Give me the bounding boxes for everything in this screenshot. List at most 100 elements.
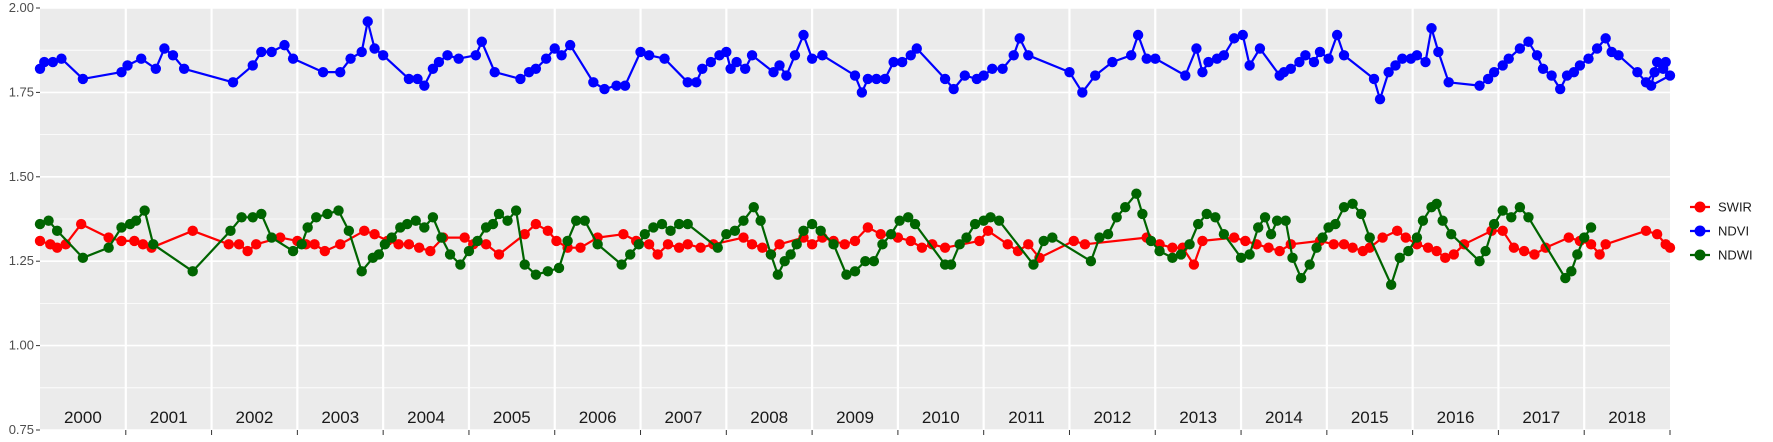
data-point-ndvi: [862, 73, 874, 85]
data-point-swir: [413, 242, 425, 253]
data-point-ndvi: [150, 63, 162, 74]
data-point-ndwi: [373, 249, 385, 260]
data-point-ndvi: [470, 50, 482, 61]
data-point-swir: [1431, 245, 1442, 257]
data-point-swir: [319, 245, 331, 257]
data-point-ndvi: [1368, 73, 1380, 85]
data-point-ndvi: [911, 43, 922, 54]
data-point-ndvi: [1426, 23, 1437, 34]
data-point-ndwi: [1175, 249, 1187, 260]
year-label: 2010: [922, 408, 960, 427]
data-point-ndvi: [856, 87, 868, 98]
data-point-swir: [542, 225, 554, 237]
data-point-swir: [335, 239, 346, 250]
data-point-ndwi: [1437, 215, 1448, 226]
data-point-ndvi: [39, 56, 50, 68]
x-axis: [125, 430, 1671, 435]
data-point-ndvi: [1218, 50, 1230, 61]
year-label: 2006: [579, 408, 617, 427]
data-point-swir: [1079, 239, 1091, 250]
data-point-ndvi: [56, 53, 67, 64]
data-point-ndwi: [296, 239, 307, 250]
y-tick-label: 2.00: [9, 0, 34, 15]
data-point-ndvi: [1503, 53, 1514, 64]
data-point-ndvi: [515, 73, 526, 85]
data-point-ndvi: [335, 66, 346, 78]
data-point-ndwi: [130, 215, 142, 226]
data-point-ndvi: [725, 63, 736, 74]
data-point-ndwi: [1411, 232, 1423, 243]
series-layer: [34, 16, 1676, 291]
data-point-swir: [116, 235, 127, 247]
y-tick-label: 1.50: [9, 169, 34, 184]
data-point-ndvi: [1077, 87, 1088, 98]
data-point-ndvi: [1331, 29, 1343, 41]
data-point-ndvi: [978, 70, 989, 81]
data-point-ndvi: [746, 50, 758, 61]
data-point-ndwi: [665, 225, 676, 237]
data-point-ndvi: [256, 46, 267, 58]
data-point-ndwi: [1311, 242, 1322, 253]
data-point-swir: [1400, 232, 1411, 243]
legend-label-ndvi: NDVI: [1718, 224, 1749, 239]
data-point-ndvi: [1203, 56, 1214, 68]
data-point-ndwi: [1028, 259, 1039, 270]
data-point-ndwi: [103, 242, 114, 253]
data-point-ndwi: [187, 266, 198, 277]
year-label: 2004: [407, 408, 445, 427]
data-point-ndwi: [1488, 218, 1500, 230]
data-point-ndvi: [377, 50, 389, 61]
data-point-ndwi: [1218, 228, 1230, 240]
data-point-swir: [1188, 259, 1200, 270]
data-point-swir: [757, 242, 768, 253]
data-point-swir: [1563, 232, 1574, 243]
data-point-swir: [982, 225, 994, 237]
year-label: 2003: [321, 408, 359, 427]
data-point-ndwi: [828, 239, 839, 250]
data-point-ndvi: [178, 63, 190, 74]
data-point-ndvi: [412, 73, 423, 85]
data-point-swir: [359, 225, 370, 237]
data-point-ndwi: [1244, 249, 1255, 260]
year-label: 2000: [64, 408, 102, 427]
y-tick-label: 1.25: [9, 253, 34, 268]
data-point-ndwi: [436, 232, 447, 243]
data-point-ndwi: [815, 225, 826, 237]
data-point-swir: [575, 242, 586, 253]
data-point-ndwi: [738, 215, 749, 226]
data-point-ndwi: [1280, 215, 1291, 226]
data-point-ndwi: [625, 249, 636, 260]
data-point-ndvi: [997, 63, 1008, 74]
data-point-swir: [393, 239, 404, 250]
data-point-swir: [403, 239, 415, 250]
data-point-ndwi: [1417, 215, 1429, 226]
data-point-ndwi: [682, 218, 693, 230]
data-point-ndwi: [51, 225, 63, 237]
data-point-ndwi: [1579, 232, 1590, 243]
data-point-ndvi: [1323, 53, 1334, 64]
data-point-ndvi: [1254, 43, 1266, 54]
data-point-ndvi: [1433, 46, 1444, 58]
data-point-ndwi: [519, 259, 530, 270]
data-point-ndvi: [1390, 60, 1401, 71]
data-point-ndwi: [1167, 252, 1178, 264]
data-point-ndwi: [673, 218, 685, 230]
data-point-ndvi: [948, 83, 959, 95]
data-point-ndwi: [1523, 212, 1534, 223]
y-axis: 0.75 1.00 1.25 1.50 1.75 2.00: [9, 0, 40, 437]
year-label: 2002: [236, 408, 274, 427]
year-label: 2011: [1008, 408, 1045, 427]
data-point-ndwi: [148, 239, 159, 250]
data-point-ndwi: [1394, 252, 1405, 264]
data-point-ndwi: [1330, 218, 1341, 230]
data-point-ndvi: [1126, 50, 1137, 61]
data-point-ndwi: [427, 212, 439, 223]
data-point-ndvi: [588, 77, 599, 88]
data-point-ndvi: [1568, 66, 1580, 78]
data-point-ndwi: [961, 232, 972, 243]
data-point-ndvi: [599, 83, 610, 95]
year-labels: 2000 2001 2002 2003 2004 2005 2006 2007 2008 2009…: [64, 408, 1646, 427]
data-point-ndwi: [343, 225, 355, 237]
data-point-ndvi: [774, 60, 785, 71]
